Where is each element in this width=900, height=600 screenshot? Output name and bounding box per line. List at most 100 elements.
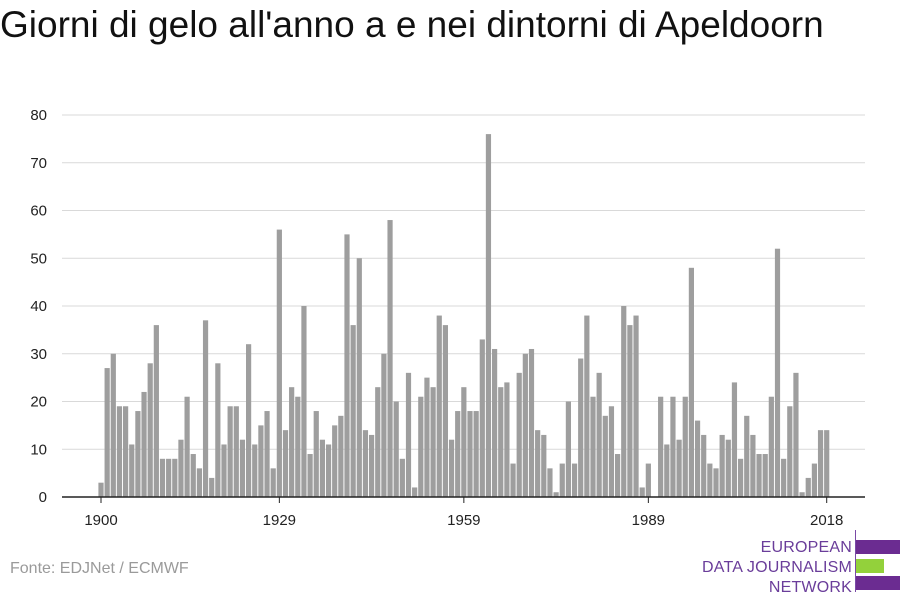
- y-tick-label: 40: [30, 298, 47, 315]
- bar-1903: [116, 406, 123, 497]
- bar-1985: [621, 306, 627, 497]
- bar-1947: [387, 220, 393, 498]
- bar-1935: [313, 411, 319, 497]
- logo-bar-bottom: [856, 576, 900, 590]
- logo-bar-top: [856, 540, 900, 554]
- logo-text: EUROPEAN DATA JOURNALISM NETWORK: [702, 538, 852, 598]
- bar-1907: [141, 391, 147, 497]
- x-tick-label: 1929: [263, 512, 296, 529]
- bar-1928: [270, 468, 276, 497]
- bar-1951: [412, 487, 418, 497]
- y-tick-label: 70: [30, 155, 47, 172]
- bar-1939: [338, 415, 344, 497]
- bar-1982: [602, 415, 608, 497]
- x-tick-label: 1900: [84, 512, 117, 529]
- bar-2013: [793, 372, 799, 497]
- bar-1901: [104, 368, 110, 497]
- bar-1936: [319, 439, 325, 497]
- bar-2014: [799, 492, 805, 497]
- bar-1968: [516, 372, 522, 497]
- bar-2007: [756, 454, 762, 497]
- bar-2012: [787, 406, 793, 497]
- bar-1938: [332, 425, 338, 498]
- bar-1923: [239, 439, 246, 497]
- x-tick-label: 2018: [810, 512, 843, 529]
- bar-1959: [461, 387, 467, 497]
- bar-1991: [658, 396, 664, 497]
- bar-1917: [202, 320, 209, 497]
- bar-1954: [430, 387, 436, 497]
- bar-1931: [289, 387, 295, 497]
- bar-1910: [159, 458, 166, 497]
- bar-2011: [781, 458, 787, 497]
- bar-1902: [110, 353, 116, 497]
- bar-1950: [405, 372, 412, 497]
- bar-1969: [522, 353, 528, 497]
- bar-1962: [479, 339, 485, 497]
- bar-1972: [541, 434, 547, 497]
- bar-1984: [615, 454, 621, 497]
- y-tick-label: 50: [30, 250, 47, 267]
- y-tick-label: 0: [39, 489, 47, 506]
- bar-1987: [633, 315, 639, 497]
- bar-1996: [688, 267, 694, 497]
- source-note: Fonte: EDJNet / ECMWF: [10, 560, 189, 577]
- bar-1934: [307, 454, 313, 497]
- bar-1926: [258, 425, 264, 498]
- bar-1994: [676, 439, 682, 497]
- bar-1942: [356, 258, 362, 497]
- bar-1920: [221, 444, 227, 497]
- bar-1957: [448, 439, 455, 497]
- edjnet-logo: EUROPEAN DATA JOURNALISM NETWORK: [700, 530, 900, 596]
- bar-1913: [178, 439, 184, 497]
- bar-1941: [350, 325, 356, 497]
- bar-1945: [375, 387, 381, 497]
- bar-1999: [707, 463, 713, 497]
- x-tick-label: 1959: [447, 512, 480, 529]
- logo-line-1: EUROPEAN: [760, 539, 852, 556]
- y-axis-tick-labels: 0 10 20 30 40 50 60 70 80: [30, 107, 47, 506]
- bar-1906: [135, 411, 141, 497]
- bar-1924: [246, 344, 252, 497]
- bar-2015: [805, 477, 811, 497]
- bar-1979: [584, 315, 590, 497]
- bar-2016: [811, 463, 817, 497]
- bar-1955: [436, 315, 442, 497]
- bar-1952: [418, 396, 424, 497]
- bar-1944: [369, 434, 375, 497]
- bar-2005: [744, 415, 750, 497]
- bar-1921: [227, 406, 233, 497]
- logo-line-3: NETWORK: [768, 579, 852, 596]
- bar-1914: [184, 396, 190, 497]
- bar-2010: [774, 248, 781, 497]
- bar-1904: [123, 406, 129, 497]
- bar-1932: [295, 396, 301, 497]
- bar-1993: [670, 396, 676, 497]
- bar-2008: [762, 454, 768, 497]
- bar-1900: [98, 482, 104, 497]
- bar-1989: [645, 463, 651, 497]
- bar-1946: [381, 353, 387, 497]
- logo-bar-middle: [856, 559, 884, 573]
- bar-1981: [596, 372, 602, 497]
- bar-2006: [750, 434, 756, 497]
- bar-2002: [725, 439, 731, 497]
- x-axis: 1900 1929 1959 1989 2018: [62, 496, 865, 529]
- bar-1983: [608, 406, 615, 497]
- bar-1908: [147, 363, 153, 497]
- y-tick-label: 60: [30, 203, 47, 220]
- bar-1922: [233, 406, 239, 497]
- y-tick-label: 80: [30, 107, 47, 124]
- bar-1948: [393, 401, 399, 497]
- bar-1978: [578, 358, 584, 497]
- bar-1986: [627, 325, 633, 497]
- bar-1919: [215, 363, 221, 497]
- bar-1909: [153, 325, 159, 497]
- bar-1973: [547, 468, 553, 497]
- bar-1966: [504, 382, 510, 497]
- bar-1953: [424, 377, 430, 498]
- bar-2017: [817, 430, 824, 497]
- y-tick-label: 10: [30, 441, 47, 458]
- bar-1970: [528, 348, 535, 497]
